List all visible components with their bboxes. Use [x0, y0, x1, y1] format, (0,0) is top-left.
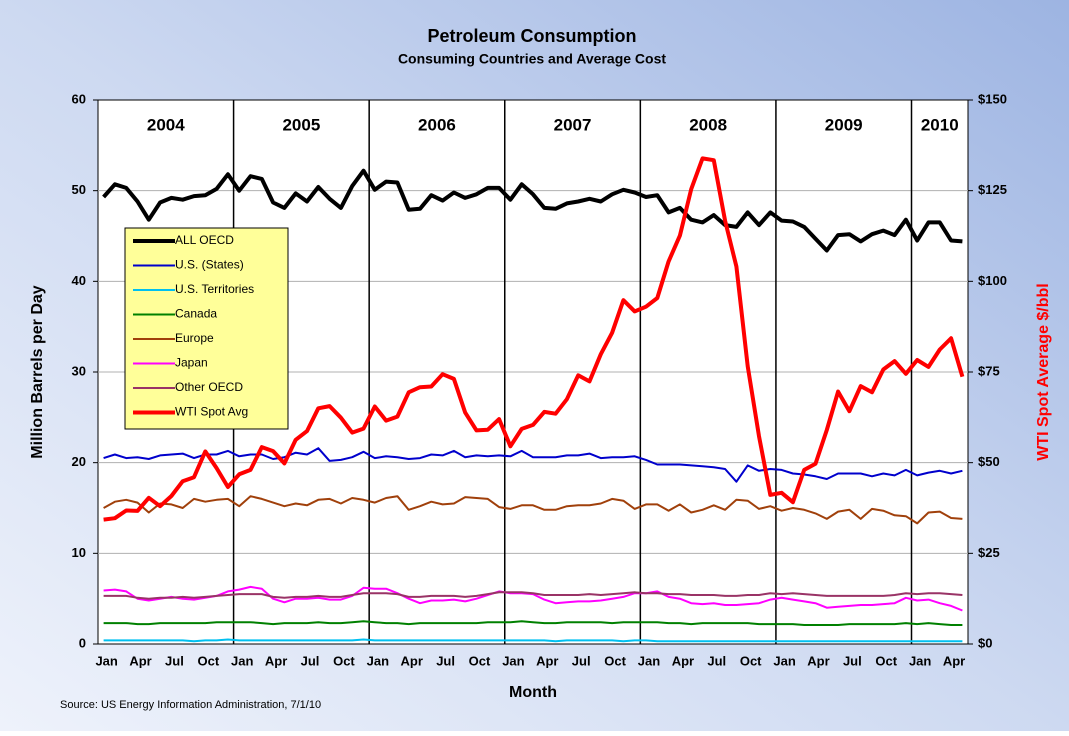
x-tick-label: Apr [943, 653, 965, 668]
x-tick-label: Apr [672, 653, 694, 668]
source-note: Source: US Energy Information Administra… [60, 699, 321, 711]
y-tick-label: 20 [72, 454, 86, 469]
series-line [103, 638, 963, 643]
x-tick-label: Apr [401, 653, 423, 668]
x-tick-label: Jul [707, 653, 726, 668]
y-tick-label: 10 [72, 545, 86, 560]
x-tick-label: Apr [536, 653, 558, 668]
x-tick-label: Apr [129, 653, 151, 668]
x-tick-label: Jul [165, 653, 184, 668]
chart-subtitle: Consuming Countries and Average Cost [398, 51, 666, 67]
year-label: 2010 [921, 115, 959, 134]
y-tick-label: 0 [79, 635, 86, 650]
y-tick-label: 30 [72, 363, 86, 378]
x-tick-label: Jan [773, 653, 795, 668]
y2-tick-label: $0 [978, 635, 992, 650]
x-axis-label: Month [509, 684, 557, 701]
y-tick-label: 50 [72, 182, 86, 197]
legend-label: U.S. (States) [175, 258, 244, 272]
series-line [103, 495, 963, 525]
series-line [103, 156, 965, 522]
x-tick-label: Oct [333, 653, 355, 668]
x-tick-label: Jan [367, 653, 389, 668]
legend-label: Canada [175, 307, 217, 321]
x-tick-label: Jul [436, 653, 455, 668]
y2-tick-label: $75 [978, 363, 1000, 378]
x-tick-label: Jul [843, 653, 862, 668]
x-tick-label: Jan [909, 653, 931, 668]
year-label: 2006 [418, 115, 456, 134]
y2-tick-label: $50 [978, 454, 1000, 469]
y-tick-label: 60 [72, 91, 86, 106]
legend-label: Europe [175, 331, 214, 345]
legend-label: U.S. Territories [175, 282, 254, 296]
y2-tick-label: $150 [978, 91, 1007, 106]
x-tick-label: Oct [604, 653, 626, 668]
year-label: 2009 [825, 115, 863, 134]
year-label: 2008 [689, 115, 727, 134]
x-tick-label: Oct [740, 653, 762, 668]
series-line [103, 620, 963, 626]
legend-box [124, 227, 289, 430]
x-tick-label: Apr [807, 653, 829, 668]
x-tick-label: Oct [875, 653, 897, 668]
chart-title: Petroleum Consumption [427, 26, 636, 46]
year-label: 2005 [282, 115, 320, 134]
y2-axis-label: WTI Spot Average $/bbl [1035, 283, 1052, 461]
x-tick-label: Jan [638, 653, 660, 668]
year-label: 2007 [554, 115, 592, 134]
y-axis-label: Million Barrels per Day [29, 285, 46, 458]
y2-tick-label: $25 [978, 545, 1000, 560]
x-tick-label: Jan [502, 653, 524, 668]
legend-label: Other OECD [175, 380, 243, 394]
y2-tick-label: $125 [978, 182, 1007, 197]
series-line [103, 447, 963, 483]
legend-label: WTI Spot Avg [175, 405, 248, 419]
x-tick-label: Jul [572, 653, 591, 668]
legend-label: Japan [175, 356, 208, 370]
series-line [103, 591, 963, 600]
x-tick-label: Apr [265, 653, 287, 668]
x-tick-label: Jan [231, 653, 253, 668]
series-line [102, 168, 963, 253]
x-tick-label: Oct [469, 653, 491, 668]
year-label: 2004 [147, 115, 185, 134]
y2-tick-label: $100 [978, 273, 1007, 288]
legend-label: ALL OECD [175, 233, 234, 247]
y-tick-label: 40 [72, 273, 86, 288]
x-tick-label: Oct [198, 653, 220, 668]
x-tick-label: Jan [95, 653, 117, 668]
x-tick-label: Jul [301, 653, 320, 668]
